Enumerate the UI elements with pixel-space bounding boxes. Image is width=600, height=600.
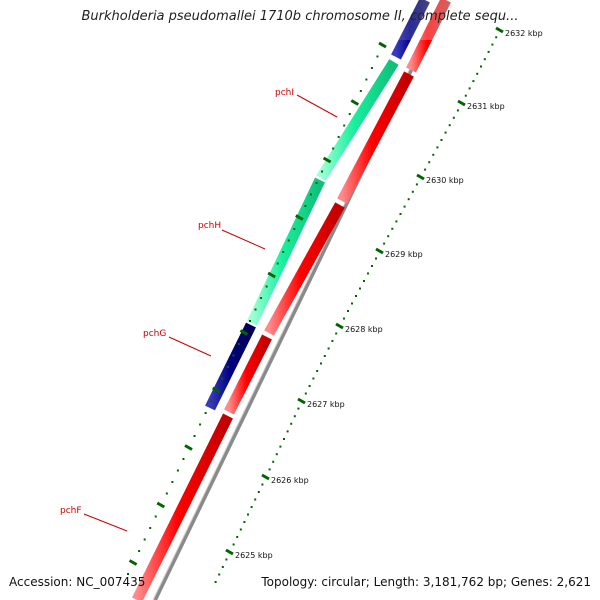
scale-tick-label: 2630 kbp [426,176,464,185]
gene-label-pchH[interactable]: pchH [198,221,221,231]
gene-pchG-segment[interactable] [205,322,256,411]
scale-tick-label: 2626 kbp [271,476,309,485]
scale-tick-label: 2628 kbp [345,325,383,334]
scale-tick-mark [495,26,504,34]
forward-tick [184,444,193,451]
forward-tick [378,41,387,49]
genome-summary-text: Topology: circular; Length: 3,181,762 bp… [261,575,591,589]
scale-tick-mark [457,99,466,107]
gene-label-pchI[interactable]: pchI [275,88,294,98]
top-fade [380,0,470,40]
reverse-gene-segment[interactable] [264,202,345,336]
accession-text: Accession: NC_007435 [9,575,146,589]
forward-tick [239,329,249,336]
gene-label-leader [221,229,266,250]
scale-tick-label: 2627 kbp [307,400,345,409]
scale-tick-label: 2631 kbp [467,102,505,111]
scale-tick-mark [416,173,425,181]
gene-label-pchF[interactable]: pchF [60,506,82,516]
forward-tick [128,559,138,566]
reverse-gene-segment[interactable] [224,334,272,415]
gene-labels: pchF pchG pchH pchI [60,88,338,532]
page-title: Burkholderia pseudomallei 1710b chromoso… [81,9,519,24]
forward-tick-marks [127,41,387,575]
scale-tick-label: 2629 kbp [385,250,423,259]
scale-tick-mark [335,322,344,330]
gene-pchH-segment[interactable] [247,177,325,326]
scale-ticks: 2625 kbp 2626 kbp 2627 kbp 2628 kbp 2629 kbp… [214,26,543,583]
scale-tick-label: 2625 kbp [235,551,273,560]
forward-tick [322,156,332,164]
forward-tick [350,99,360,106]
scale-tick-mark [261,473,270,481]
gene-pchF-segment[interactable] [132,413,233,600]
gene-pchI-segment[interactable] [316,59,399,181]
forward-tick [156,501,166,509]
scale-tick-mark [297,397,306,405]
forward-track [205,0,470,411]
scale-tick-label: 2632 kbp [505,29,543,38]
reverse-gene-segment[interactable] [337,71,414,204]
scale-tick-mark [375,247,384,255]
gene-label-leader [83,513,128,532]
forward-tick [267,271,276,279]
gene-label-leader [168,336,212,357]
scale-tick-mark [225,548,234,556]
forward-tick [211,386,221,394]
gene-label-leader [296,94,338,118]
reverse-track [132,0,451,600]
forward-tick [295,214,304,221]
gene-label-pchG[interactable]: pchG [143,329,166,339]
